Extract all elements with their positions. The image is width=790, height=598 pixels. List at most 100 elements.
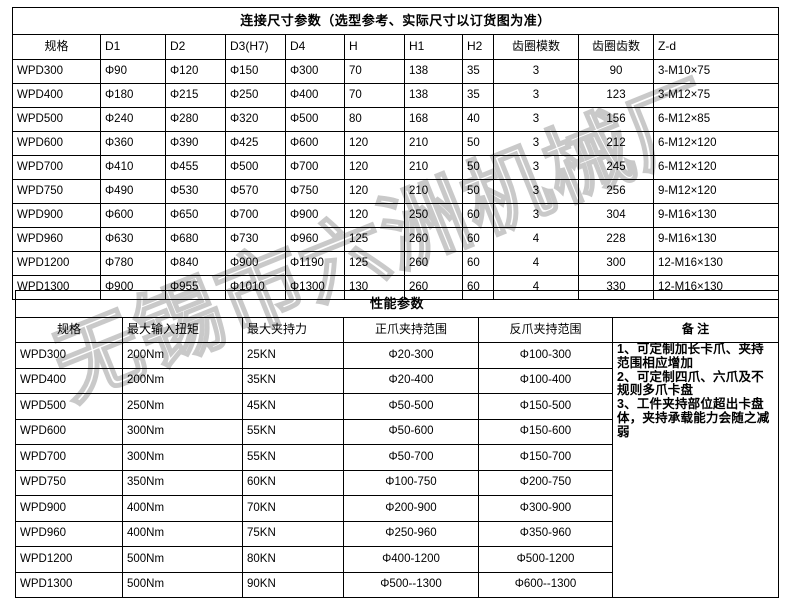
cell-gear-teeth: 304 bbox=[578, 203, 654, 228]
cell-d3: Φ320 bbox=[225, 107, 286, 132]
cell-rev-jaw: Φ150-600 bbox=[478, 418, 613, 445]
cell-gear-teeth: 156 bbox=[578, 107, 654, 132]
cell-h: 70 bbox=[344, 59, 405, 84]
table-row: WPD600 300Nm 55KN Φ50-600 Φ150-600 bbox=[15, 418, 779, 445]
table1-col-header-d1: D1 bbox=[100, 34, 166, 60]
cell-h: 120 bbox=[344, 179, 405, 204]
cell-h1: 260 bbox=[404, 227, 463, 252]
cell-rev-jaw: Φ500-1200 bbox=[478, 546, 613, 573]
table-row: WPD750 Φ490 Φ530 Φ570 Φ750 120 210 50 3 … bbox=[12, 179, 779, 204]
cell-d4: Φ600 bbox=[285, 131, 345, 156]
table1-col-header-d2: D2 bbox=[165, 34, 226, 60]
table1-col-header-h1: H1 bbox=[404, 34, 463, 60]
cell-fwd-jaw: Φ20-400 bbox=[343, 367, 479, 394]
cell-d3: Φ700 bbox=[225, 203, 286, 228]
cell-d1: Φ180 bbox=[100, 83, 166, 108]
cell-d1: Φ600 bbox=[100, 203, 166, 228]
cell-d4: Φ500 bbox=[285, 107, 345, 132]
cell-max-torque: 200Nm bbox=[122, 367, 243, 394]
cell-gear-module: 3 bbox=[493, 155, 579, 180]
cell-h2: 60 bbox=[462, 203, 494, 228]
cell-d4: Φ700 bbox=[285, 155, 345, 180]
table2-col-header-remarks: 备 注 bbox=[611, 317, 780, 343]
cell-h2: 50 bbox=[462, 131, 494, 156]
cell-model: WPD960 bbox=[15, 520, 123, 547]
remark-item-1: 1、可定制加长卡爪、夹持范围相应增加 bbox=[617, 342, 764, 370]
cell-fwd-jaw: Φ200-900 bbox=[343, 495, 479, 522]
cell-model: WPD1200 bbox=[15, 546, 123, 573]
cell-h: 70 bbox=[344, 83, 405, 108]
cell-gear-module: 3 bbox=[493, 59, 579, 84]
cell-max-torque: 400Nm bbox=[122, 495, 243, 522]
cell-max-torque: 350Nm bbox=[122, 469, 243, 496]
cell-gear-teeth: 228 bbox=[578, 227, 654, 252]
cell-d2: Φ680 bbox=[165, 227, 226, 252]
cell-rev-jaw: Φ350-960 bbox=[478, 520, 613, 547]
table1-header-row: 规格 D1 D2 D3(H7) D4 H H1 H2 齿圈模数 齿圈齿数 Z-d bbox=[12, 34, 779, 60]
table1-col-header-gear-teeth: 齿圈齿数 bbox=[578, 34, 654, 60]
table1-col-header-d4: D4 bbox=[285, 34, 345, 60]
cell-d1: Φ780 bbox=[100, 251, 166, 276]
cell-h: 80 bbox=[344, 107, 405, 132]
cell-d2: Φ530 bbox=[165, 179, 226, 204]
cell-max-clamp: 25KN bbox=[242, 342, 344, 369]
cell-d3: Φ150 bbox=[225, 59, 286, 84]
cell-max-torque: 400Nm bbox=[122, 520, 243, 547]
cell-h1: 168 bbox=[404, 107, 463, 132]
table1-col-header-h: H bbox=[344, 34, 405, 60]
cell-zd: 9-M12×120 bbox=[653, 179, 779, 204]
cell-rev-jaw: Φ200-750 bbox=[478, 469, 613, 496]
table-row: WPD400 Φ180 Φ215 Φ250 Φ400 70 138 35 3 1… bbox=[12, 83, 779, 108]
cell-max-torque: 500Nm bbox=[122, 546, 243, 573]
table-row: WPD900 Φ600 Φ650 Φ700 Φ900 120 250 60 3 … bbox=[12, 203, 779, 228]
cell-rev-jaw: Φ300-900 bbox=[478, 495, 613, 522]
table-row: WPD300 200Nm 25KN Φ20-300 Φ100-300 1、可定制… bbox=[15, 342, 780, 598]
cell-max-clamp: 45KN bbox=[242, 393, 344, 420]
cell-d2: Φ650 bbox=[165, 203, 226, 228]
cell-gear-module: 3 bbox=[493, 107, 579, 132]
cell-gear-module: 3 bbox=[493, 203, 579, 228]
table2-col-header-fwd-jaw: 正爪夹持范围 bbox=[343, 317, 479, 343]
cell-fwd-jaw: Φ100-750 bbox=[343, 469, 479, 496]
cell-model: WPD750 bbox=[12, 179, 101, 204]
cell-fwd-jaw: Φ20-300 bbox=[343, 342, 479, 369]
cell-fwd-jaw: Φ400-1200 bbox=[343, 546, 479, 573]
cell-d4: Φ300 bbox=[285, 59, 345, 84]
cell-h1: 138 bbox=[404, 59, 463, 84]
cell-model: WPD900 bbox=[15, 495, 123, 522]
table-row: WPD750 350Nm 60KN Φ100-750 Φ200-750 bbox=[15, 469, 779, 496]
cell-zd: 9-M16×130 bbox=[653, 203, 779, 228]
cell-fwd-jaw: Φ50-600 bbox=[343, 418, 479, 445]
cell-fwd-jaw: Φ250-960 bbox=[343, 520, 479, 547]
cell-d3: Φ900 bbox=[225, 251, 286, 276]
cell-d4: Φ750 bbox=[285, 179, 345, 204]
cell-max-clamp: 70KN bbox=[242, 495, 344, 522]
cell-d4: Φ960 bbox=[285, 227, 345, 252]
cell-model: WPD300 bbox=[15, 342, 123, 369]
cell-h: 120 bbox=[344, 131, 405, 156]
table-row: WPD500 Φ240 Φ280 Φ320 Φ500 80 168 40 3 1… bbox=[12, 107, 779, 132]
table1-col-header-gear-module: 齿圈模数 bbox=[493, 34, 579, 60]
cell-fwd-jaw: Φ50-700 bbox=[343, 444, 479, 471]
cell-d4: Φ400 bbox=[285, 83, 345, 108]
cell-d3: Φ500 bbox=[225, 155, 286, 180]
cell-gear-module: 4 bbox=[493, 251, 579, 276]
cell-rev-jaw: Φ100-300 bbox=[478, 342, 613, 369]
cell-zd: 6-M12×85 bbox=[653, 107, 779, 132]
cell-d3: Φ730 bbox=[225, 227, 286, 252]
cell-d1: Φ240 bbox=[100, 107, 166, 132]
cell-d4: Φ900 bbox=[285, 203, 345, 228]
cell-zd: 3-M10×75 bbox=[653, 59, 779, 84]
cell-model: WPD900 bbox=[12, 203, 101, 228]
cell-model: WPD750 bbox=[15, 469, 123, 496]
cell-model: WPD500 bbox=[15, 393, 123, 420]
table2-title: 性能参数 bbox=[14, 290, 780, 318]
cell-max-clamp: 60KN bbox=[242, 469, 344, 496]
cell-zd: 12-M16×130 bbox=[653, 251, 779, 276]
cell-zd: 6-M12×120 bbox=[653, 155, 779, 180]
cell-d1: Φ90 bbox=[100, 59, 166, 84]
cell-h2: 50 bbox=[462, 179, 494, 204]
cell-h2: 60 bbox=[462, 251, 494, 276]
cell-h1: 138 bbox=[404, 83, 463, 108]
cell-fwd-jaw: Φ50-500 bbox=[343, 393, 479, 420]
